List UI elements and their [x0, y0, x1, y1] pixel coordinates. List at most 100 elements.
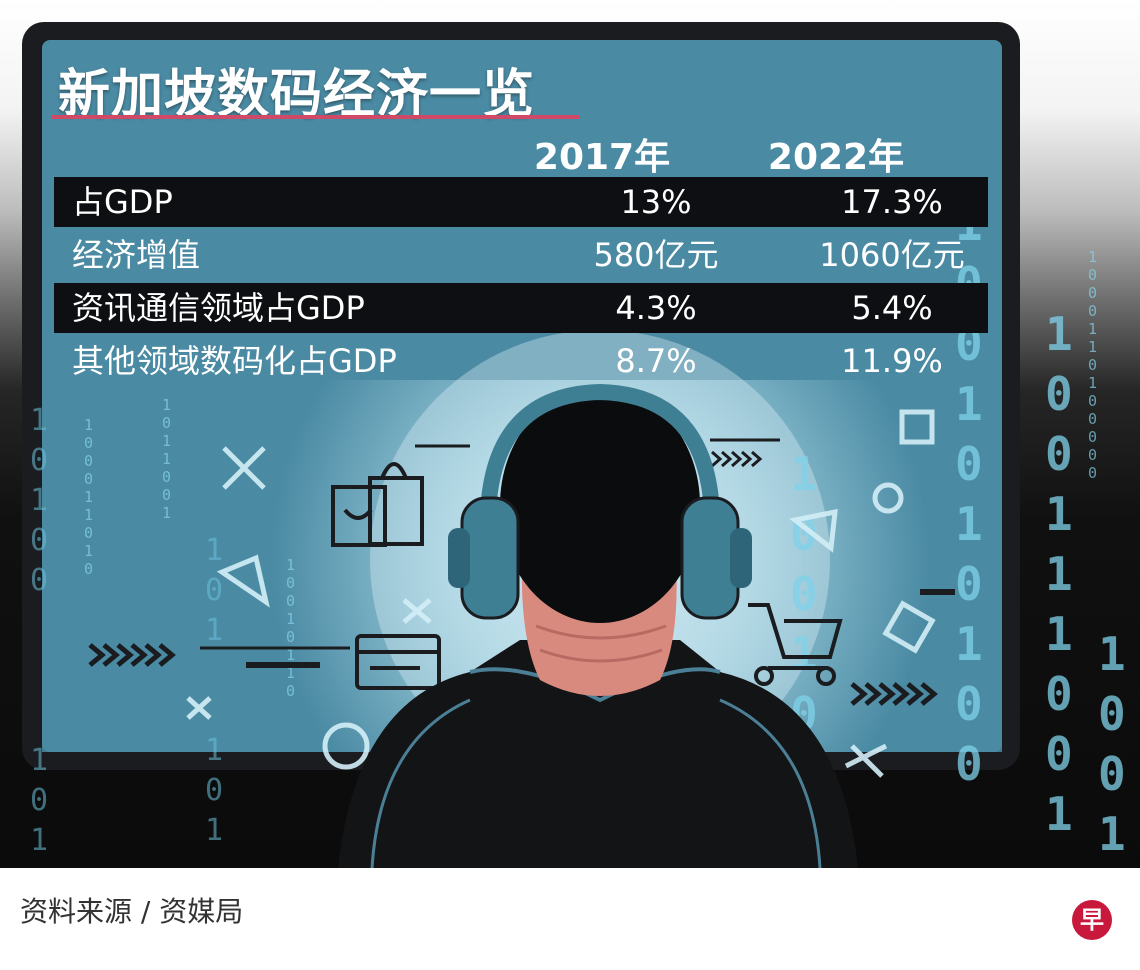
svg-text:1: 1 — [205, 813, 223, 848]
person-illustration — [338, 387, 858, 868]
value-2017: 4.3% — [615, 289, 697, 327]
svg-text:0: 0 — [286, 574, 295, 592]
svg-text:0: 0 — [84, 434, 93, 452]
svg-text:1: 1 — [1088, 248, 1097, 266]
svg-text:1: 1 — [1045, 487, 1073, 541]
svg-text:0: 0 — [955, 557, 983, 611]
svg-text:1: 1 — [1098, 807, 1126, 861]
svg-text:0: 0 — [162, 468, 171, 486]
svg-text:1: 1 — [30, 483, 48, 518]
svg-text:1: 1 — [790, 447, 818, 501]
svg-text:1: 1 — [162, 396, 171, 414]
svg-text:1: 1 — [1045, 787, 1073, 841]
svg-text:0: 0 — [1088, 410, 1097, 428]
row-label: 其他领域数码化占GDP — [72, 342, 397, 380]
svg-text:0: 0 — [84, 524, 93, 542]
svg-text:1: 1 — [1045, 307, 1073, 361]
value-2017: 8.7% — [615, 342, 697, 380]
triangle-icon — [216, 554, 270, 608]
svg-text:0: 0 — [1088, 446, 1097, 464]
svg-text:1: 1 — [790, 627, 818, 681]
svg-text:1: 1 — [286, 610, 295, 628]
value-2017: 580亿元 — [593, 236, 719, 274]
svg-text:1: 1 — [84, 488, 93, 506]
svg-text:0: 0 — [162, 414, 171, 432]
svg-text:1: 1 — [955, 617, 983, 671]
column-header-2017: 2017年 — [533, 137, 671, 178]
svg-text:0: 0 — [1045, 367, 1073, 421]
svg-text:0: 0 — [1098, 747, 1126, 801]
svg-text:1: 1 — [84, 416, 93, 434]
svg-text:1: 1 — [286, 646, 295, 664]
svg-text:1: 1 — [955, 497, 983, 551]
table-row: 占GDP 13% 17.3% — [54, 177, 988, 227]
svg-text:1: 1 — [955, 377, 983, 431]
svg-text:1: 1 — [1088, 338, 1097, 356]
svg-text:0: 0 — [1088, 428, 1097, 446]
svg-text:1: 1 — [205, 733, 223, 768]
value-2022: 11.9% — [841, 342, 943, 380]
svg-text:0: 0 — [30, 523, 48, 558]
table-row: 资讯通信领域占GDP 4.3% 5.4% — [54, 283, 988, 333]
svg-text:1: 1 — [84, 506, 93, 524]
svg-text:1: 1 — [205, 533, 223, 568]
svg-text:0: 0 — [286, 682, 295, 700]
row-label: 资讯通信领域占GDP — [72, 289, 365, 327]
svg-text:0: 0 — [955, 677, 983, 731]
svg-text:1: 1 — [30, 823, 48, 858]
value-2017: 13% — [620, 183, 692, 221]
svg-text:0: 0 — [1088, 356, 1097, 374]
svg-text:0: 0 — [205, 773, 223, 808]
svg-text:0: 0 — [1045, 727, 1073, 781]
svg-text:0: 0 — [955, 437, 983, 491]
headphones-icon — [448, 383, 752, 620]
svg-text:0: 0 — [30, 443, 48, 478]
svg-text:0: 0 — [205, 573, 223, 608]
svg-text:0: 0 — [955, 737, 983, 791]
svg-text:1: 1 — [286, 664, 295, 682]
source-caption: 资料来源 / 资媒局 — [20, 895, 244, 928]
shopping-cart-icon — [748, 603, 843, 686]
chevrons-icon — [88, 643, 938, 706]
svg-text:0: 0 — [162, 486, 171, 504]
svg-text:1: 1 — [1088, 374, 1097, 392]
svg-text:0: 0 — [1088, 464, 1097, 482]
row-label: 经济增值 — [72, 236, 201, 274]
svg-text:1: 1 — [1098, 627, 1126, 681]
svg-text:1: 1 — [162, 432, 171, 450]
svg-text:0: 0 — [84, 560, 93, 578]
svg-text:0: 0 — [30, 563, 48, 598]
svg-text:0: 0 — [1098, 687, 1126, 741]
square-icon — [899, 409, 935, 445]
svg-text:1: 1 — [162, 504, 171, 522]
svg-text:1: 1 — [205, 613, 223, 648]
publisher-logo: 早 — [1072, 900, 1112, 940]
svg-text:0: 0 — [84, 452, 93, 470]
credit-card-icon — [355, 634, 441, 690]
circle-icon — [872, 482, 904, 514]
svg-text:1: 1 — [1045, 547, 1073, 601]
svg-text:1: 1 — [84, 542, 93, 560]
svg-text:0: 0 — [1088, 392, 1097, 410]
svg-text:0: 0 — [286, 628, 295, 646]
svg-text:1: 1 — [30, 743, 48, 778]
value-2022: 5.4% — [851, 289, 933, 327]
svg-text:0: 0 — [1088, 302, 1097, 320]
svg-text:1: 1 — [286, 556, 295, 574]
svg-text:1: 1 — [1045, 607, 1073, 661]
svg-text:0: 0 — [1088, 266, 1097, 284]
title-underline — [52, 115, 580, 119]
value-2022: 17.3% — [841, 183, 943, 221]
value-2022: 1060亿元 — [819, 236, 965, 274]
svg-text:0: 0 — [1088, 284, 1097, 302]
svg-text:1: 1 — [30, 403, 48, 438]
svg-text:0: 0 — [286, 592, 295, 610]
table-row: 其他领域数码化占GDP 8.7% 11.9% — [54, 336, 988, 386]
row-label: 占GDP — [72, 183, 173, 221]
shopping-bag-icon — [331, 462, 424, 547]
svg-text:0: 0 — [1045, 667, 1073, 721]
table-row: 经济增值 580亿元 1060亿元 — [54, 230, 988, 280]
svg-text:0: 0 — [84, 470, 93, 488]
cross-icon — [222, 446, 266, 490]
